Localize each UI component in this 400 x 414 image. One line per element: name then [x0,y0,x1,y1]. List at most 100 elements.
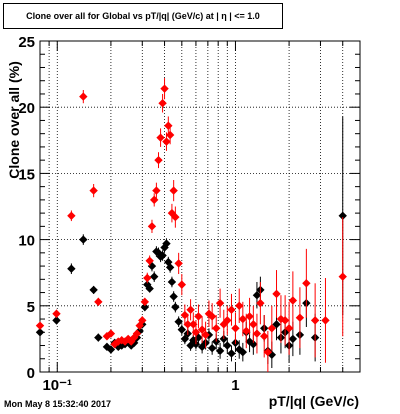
data-point [177,280,187,289]
data-point [140,297,150,307]
data-point [207,343,217,353]
data-point [238,347,248,357]
data-point [177,325,187,334]
data-point [132,329,142,338]
data-point [256,298,265,308]
data-point [252,291,262,300]
y-tick-label: 15 [18,166,35,183]
y-tick-label: 20 [18,100,35,117]
data-point [338,211,347,220]
data-point [249,339,258,349]
data-point [145,284,154,293]
data-point [110,339,119,349]
grid-lines [39,41,361,372]
data-point [288,296,298,305]
data-point [150,272,159,281]
data-point [158,251,167,260]
data-point [242,326,251,336]
data-point [174,317,183,326]
data-point [154,155,163,165]
data-point [189,320,198,329]
data-point [79,235,88,244]
series-1 [35,78,347,372]
x-axis-label: pT/|q| (GeV/c) [269,393,359,409]
data-point [94,333,103,342]
data-point [135,321,144,330]
data-point [263,347,273,357]
x-tick-label: 10⁻¹ [42,377,72,394]
data-point [245,312,254,321]
data-point [89,285,98,295]
data-point [162,137,171,146]
data-point [194,312,203,321]
data-point [156,133,165,142]
data-point [165,130,175,140]
data-point [140,302,150,312]
data-point [183,320,192,329]
data-point [321,316,330,325]
data-point [207,312,217,321]
x-tick-label: 1 [231,377,239,394]
data-point [67,211,76,220]
data-point [215,298,225,308]
data-point [106,329,116,338]
plot-border [39,40,361,373]
data-point [52,309,61,318]
data-marks [35,78,347,372]
data-point [52,316,61,325]
data-point [67,264,76,273]
data-point [152,186,161,195]
data-point [197,325,207,334]
data-point [145,256,154,265]
data-point [267,324,277,333]
data-point [252,329,262,338]
data-point [35,328,45,337]
data-point [186,305,195,314]
data-point [338,272,347,281]
data-point [143,273,152,283]
data-point [106,345,116,354]
data-point [189,336,198,345]
data-point [147,222,157,231]
data-point [272,320,281,329]
plot-frame [39,40,361,373]
y-tick-label: 10 [18,233,35,250]
chart-title: Clone over all for Global vs pT/|q| (GeV… [3,3,283,29]
data-point [302,279,311,288]
y-tick-label: 5 [27,299,35,316]
y-tick-label: 0 [27,365,35,382]
data-point [158,99,167,108]
axis-ticks: 0 5 10 15 20 25 10⁻¹ 1 [18,34,361,394]
data-point [171,302,180,312]
data-point [35,321,45,330]
data-point [223,341,232,350]
data-point [212,324,221,333]
data-point [310,316,320,325]
data-point [167,277,177,287]
data-point [223,316,232,325]
data-point [215,346,225,356]
data-point [165,263,175,272]
data-point [160,84,169,93]
y-axis-label: Clone over all (%) [6,61,22,178]
data-point [138,316,147,325]
data-point [219,334,228,344]
data-point [272,289,281,299]
data-point [114,337,123,346]
data-point [235,301,244,310]
data-point [164,121,173,130]
data-point [180,310,190,320]
data-point [227,349,236,358]
data-point [150,195,159,205]
data-point [284,324,294,333]
data-point [238,314,248,324]
data-point [169,292,178,301]
data-point [280,316,290,325]
data-point [201,330,210,340]
data-point [295,313,305,322]
data-point [174,259,183,268]
data-point [191,328,201,337]
data-point [89,186,98,195]
data-point [288,334,298,344]
